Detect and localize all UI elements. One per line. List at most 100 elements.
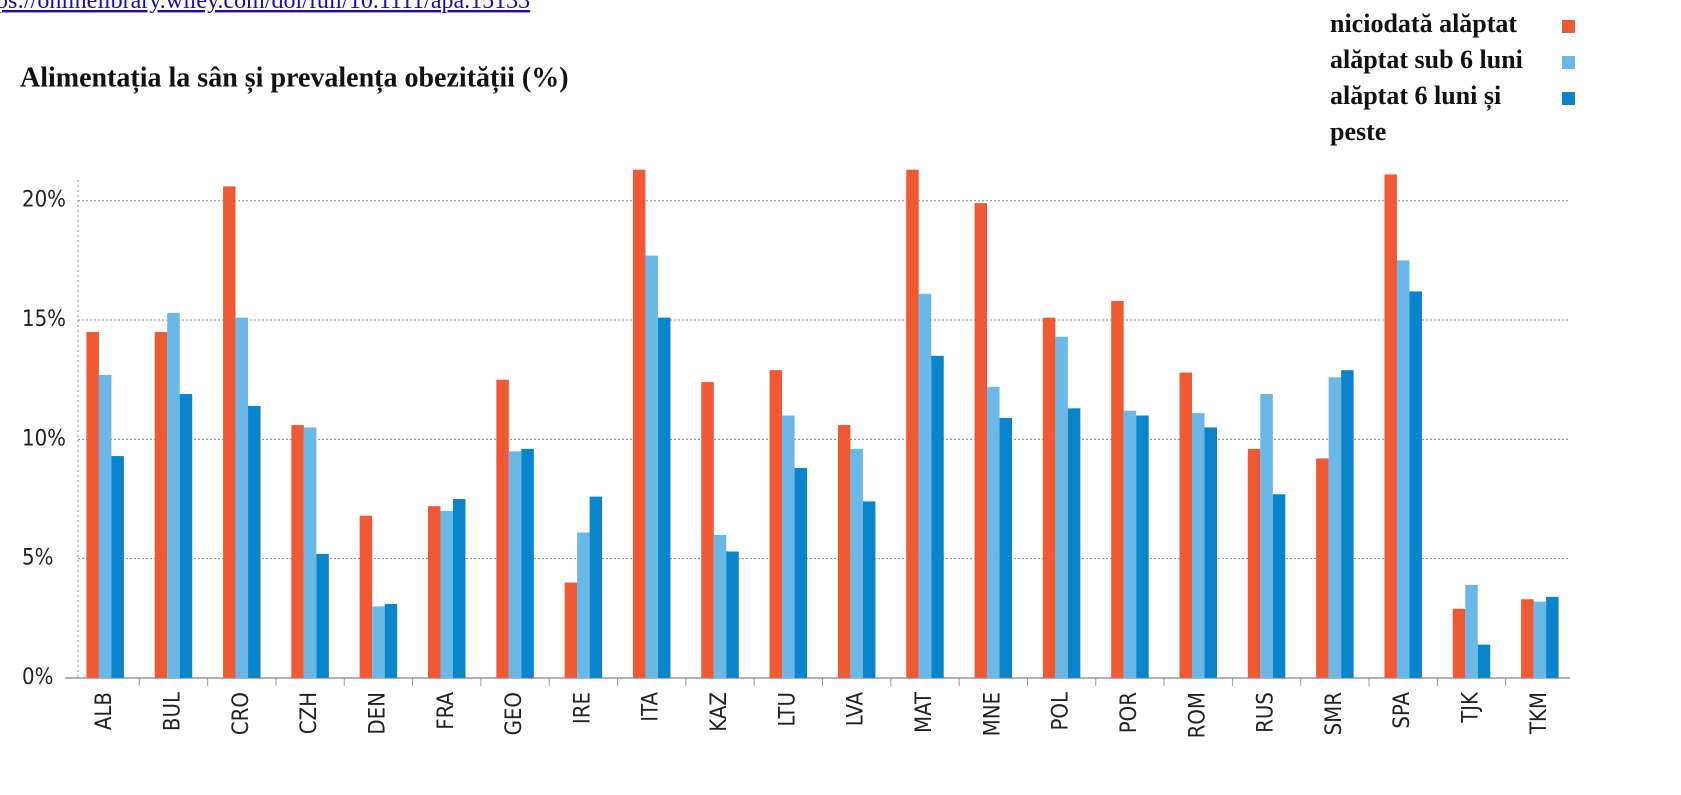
- y-tick-label: 20%: [22, 188, 66, 213]
- bar: [316, 553, 329, 678]
- bar: [850, 448, 863, 678]
- bar: [223, 186, 236, 678]
- x-tick-label: CRO: [229, 692, 254, 735]
- y-tick-label: 5%: [22, 546, 53, 571]
- source-link[interactable]: ps://onlinelibrary.wiley.com/doi/full/10…: [0, 0, 530, 14]
- legend-swatch: [1562, 20, 1575, 33]
- bar: [657, 317, 671, 678]
- x-tick-label: ITA: [639, 692, 664, 722]
- x-tick-label: FRA: [434, 692, 459, 730]
- x-tick-label: LTU: [775, 692, 800, 727]
- bar: [1179, 372, 1192, 678]
- bar: [359, 515, 373, 678]
- x-tick-label: IRE: [570, 692, 595, 724]
- x-tick-label: CZH: [297, 692, 322, 734]
- bar: [1396, 260, 1410, 678]
- y-tick-label: 15%: [22, 307, 66, 332]
- x-tick-label: MNE: [980, 692, 1005, 736]
- x-tick-label: TJK: [1459, 691, 1484, 724]
- bar: [1384, 174, 1397, 678]
- x-tick-label: BUL: [160, 692, 185, 731]
- bar: [974, 203, 988, 678]
- x-tick-label: LVA: [844, 692, 869, 727]
- x-tick-label: MAT: [912, 691, 937, 733]
- bar: [1409, 291, 1422, 678]
- bar: [931, 355, 944, 678]
- bar: [428, 506, 441, 678]
- x-tick-label: ROM: [1185, 692, 1210, 738]
- bar: [1055, 336, 1068, 678]
- bar: [701, 382, 714, 678]
- bar: [713, 534, 727, 678]
- bar: [837, 425, 851, 678]
- bar: [645, 255, 658, 678]
- legend: niciodată alăptat alăptat sub 6 luni alăpt…: [1330, 6, 1575, 150]
- bar: [291, 425, 304, 678]
- bar: [726, 551, 739, 678]
- bar: [496, 379, 509, 678]
- x-tick-label: POR: [1117, 692, 1142, 734]
- bar: [167, 312, 180, 678]
- bar: [384, 604, 398, 678]
- bar: [1204, 427, 1217, 678]
- bar: [589, 496, 603, 678]
- bar: [1316, 458, 1329, 678]
- bar: [1067, 408, 1081, 678]
- legend-swatch: [1562, 92, 1575, 105]
- bar: [98, 374, 112, 678]
- bar: [1111, 300, 1124, 678]
- chart-title: Alimentația la sân și prevalența obezită…: [20, 62, 569, 93]
- bar: [1533, 601, 1547, 678]
- bar: [1042, 317, 1056, 678]
- x-tick-label: SMR: [1322, 692, 1347, 736]
- bar: [1452, 608, 1466, 678]
- bar: [577, 532, 590, 678]
- x-tick-label: GEO: [502, 692, 527, 735]
- y-tick-label: 0%: [22, 665, 53, 690]
- bar: [372, 606, 385, 678]
- x-tick-label: TKM: [1527, 692, 1552, 735]
- x-tick-label: DEN: [365, 692, 390, 735]
- bar: [1477, 644, 1491, 678]
- bar: [1328, 377, 1342, 678]
- y-tick-label: 10%: [22, 426, 66, 451]
- bar: [794, 468, 808, 678]
- bar: [1546, 596, 1559, 678]
- bar: [782, 415, 795, 678]
- x-tick-label: KAZ: [707, 692, 732, 732]
- bar: [999, 417, 1013, 678]
- bar: [564, 582, 578, 678]
- legend-swatch: [1562, 56, 1575, 69]
- bar: [1123, 410, 1137, 678]
- bar: [918, 293, 932, 678]
- legend-item: alăptat 6 luni și peste: [1330, 78, 1575, 150]
- bar: [235, 317, 249, 678]
- bar: [303, 427, 317, 678]
- bar: [111, 456, 124, 678]
- bar: [1247, 448, 1261, 678]
- x-tick-label: POL: [1049, 692, 1074, 731]
- bar: [1136, 415, 1149, 678]
- x-tick-label: ALB: [92, 692, 117, 730]
- bar: [521, 448, 534, 678]
- legend-item: alăptat sub 6 luni: [1330, 42, 1575, 78]
- bar: [1272, 494, 1286, 678]
- bar: [1341, 370, 1354, 678]
- legend-label: alăptat 6 luni și peste: [1330, 81, 1502, 146]
- bar: [453, 499, 466, 678]
- bar: [862, 501, 876, 678]
- legend-item: niciodată alăptat: [1330, 6, 1575, 42]
- bar: [1260, 394, 1273, 678]
- x-tick-label: SPA: [1390, 692, 1415, 729]
- bar: [86, 331, 99, 678]
- bar: [1521, 599, 1534, 678]
- bar: [508, 451, 522, 678]
- bar: [179, 394, 193, 678]
- bar: [248, 405, 261, 678]
- bar: [906, 169, 919, 679]
- legend-label: alăptat sub 6 luni: [1330, 45, 1523, 74]
- bar: [987, 386, 1000, 678]
- bar: [1192, 413, 1205, 678]
